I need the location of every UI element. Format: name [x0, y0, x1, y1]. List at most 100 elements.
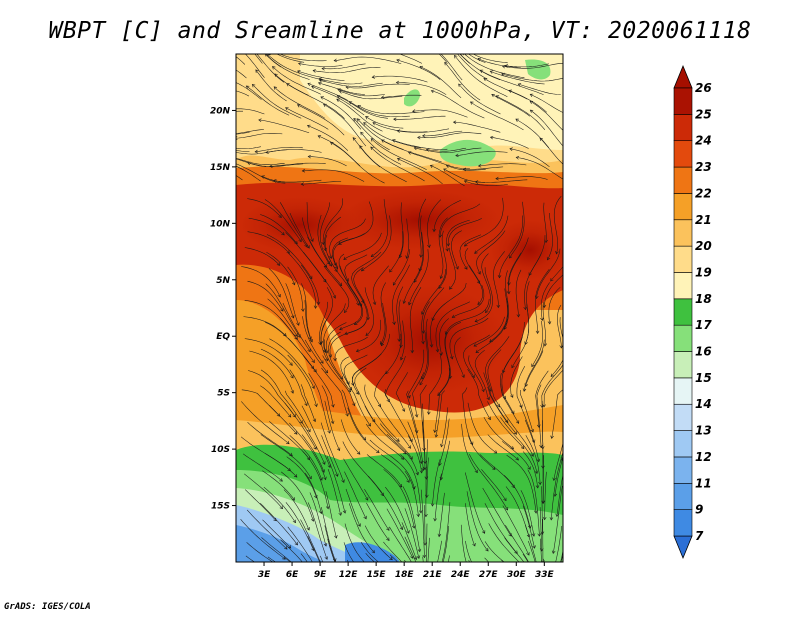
- streamline-arrow: [418, 595, 421, 598]
- streamline-arrow: [269, 164, 273, 168]
- streamline: [241, 401, 290, 445]
- streamline: [244, 247, 280, 266]
- streamline: [287, 526, 313, 562]
- streamline-arrow: [290, 390, 295, 394]
- streamline-arrow: [300, 182, 305, 186]
- streamline: [244, 54, 265, 78]
- streamline: [527, 469, 540, 537]
- streamline: [336, 98, 383, 132]
- streamline: [487, 386, 517, 435]
- lon-tick-label: 24E: [451, 570, 471, 580]
- streamline: [247, 421, 293, 456]
- streamline-arrow: [370, 42, 373, 45]
- streamline-arrow: [413, 556, 418, 561]
- streamline: [481, 469, 507, 501]
- streamline: [354, 367, 376, 423]
- streamline-arrow: [437, 35, 440, 38]
- streamline: [524, 253, 542, 310]
- streamline: [543, 274, 563, 308]
- streamline: [487, 434, 519, 461]
- streamline: [524, 419, 540, 462]
- streamline: [421, 269, 447, 315]
- streamline: [261, 537, 292, 562]
- streamline: [449, 317, 489, 359]
- streamline: [381, 302, 387, 346]
- streamline: [500, 373, 515, 414]
- streamline-arrow: [334, 265, 339, 270]
- streamline: [543, 202, 547, 243]
- streamline: [285, 107, 329, 130]
- lon-tick-label: 3E: [258, 570, 271, 580]
- streamline: [297, 70, 345, 81]
- streamline-arrow: [204, 131, 207, 134]
- streamline: [437, 332, 451, 396]
- streamline-arrow: [479, 69, 484, 73]
- streamline-arrow: [306, 527, 310, 531]
- lat-tick-label: 5N: [216, 276, 230, 286]
- streamline-arrow: [435, 348, 440, 353]
- streamline: [326, 455, 346, 514]
- streamline: [327, 254, 360, 306]
- streamline: [544, 471, 547, 520]
- streamline: [467, 402, 497, 454]
- streamline-arrow: [510, 394, 514, 398]
- streamline-arrow: [541, 560, 545, 562]
- streamline: [260, 369, 303, 424]
- streamline: [365, 116, 404, 129]
- streamline-arrow: [550, 373, 555, 378]
- streamline: [495, 176, 548, 180]
- streamline-arrow: [286, 83, 290, 87]
- streamline: [464, 247, 480, 284]
- streamline-arrow: [529, 109, 534, 113]
- streamline: [302, 217, 328, 268]
- streamline-arrow: [381, 599, 384, 602]
- streamline: [417, 132, 482, 138]
- streamline-arrow: [476, 280, 481, 285]
- streamline-arrow: [412, 109, 416, 113]
- streamline: [484, 541, 505, 562]
- streamline-arrow: [324, 369, 329, 374]
- streamline: [469, 453, 508, 511]
- streamline-arrow: [401, 408, 406, 412]
- streamline: [408, 151, 470, 170]
- colorbar-segment: [673, 456, 693, 484]
- streamline: [283, 489, 310, 531]
- streamline: [344, 254, 368, 282]
- colorbar-label: 15: [695, 371, 712, 385]
- streamline-arrow: [319, 510, 323, 515]
- streamline: [339, 90, 403, 100]
- streamline: [356, 319, 381, 352]
- streamline: [435, 301, 471, 352]
- streamline-arrow: [310, 238, 314, 242]
- streamline: [404, 470, 419, 517]
- streamline-arrow: [317, 135, 322, 139]
- streamline: [502, 62, 563, 69]
- streamline: [289, 422, 326, 480]
- streamline: [371, 199, 388, 257]
- streamline-arrow: [360, 131, 364, 136]
- streamline: [327, 538, 336, 562]
- streamline-arrow: [402, 300, 407, 304]
- streamline: [311, 86, 365, 116]
- streamline: [523, 339, 545, 392]
- streamline: [339, 281, 362, 330]
- streamline: [323, 303, 346, 353]
- streamline-arrow: [352, 137, 357, 141]
- streamline: [516, 365, 526, 408]
- streamline: [464, 54, 525, 78]
- streamline: [240, 519, 286, 560]
- streamline-arrow: [320, 96, 324, 100]
- streamline: [502, 505, 530, 556]
- streamline-arrow: [464, 266, 468, 270]
- streamlines: [204, 35, 563, 602]
- colorbar-label: 13: [695, 424, 712, 438]
- streamline: [369, 439, 415, 490]
- streamline: [550, 453, 563, 520]
- streamline: [438, 54, 447, 63]
- streamline: [442, 525, 449, 562]
- streamline-arrow: [437, 533, 442, 538]
- streamline: [340, 419, 361, 455]
- streamline-arrow: [348, 591, 351, 594]
- streamline: [505, 63, 549, 68]
